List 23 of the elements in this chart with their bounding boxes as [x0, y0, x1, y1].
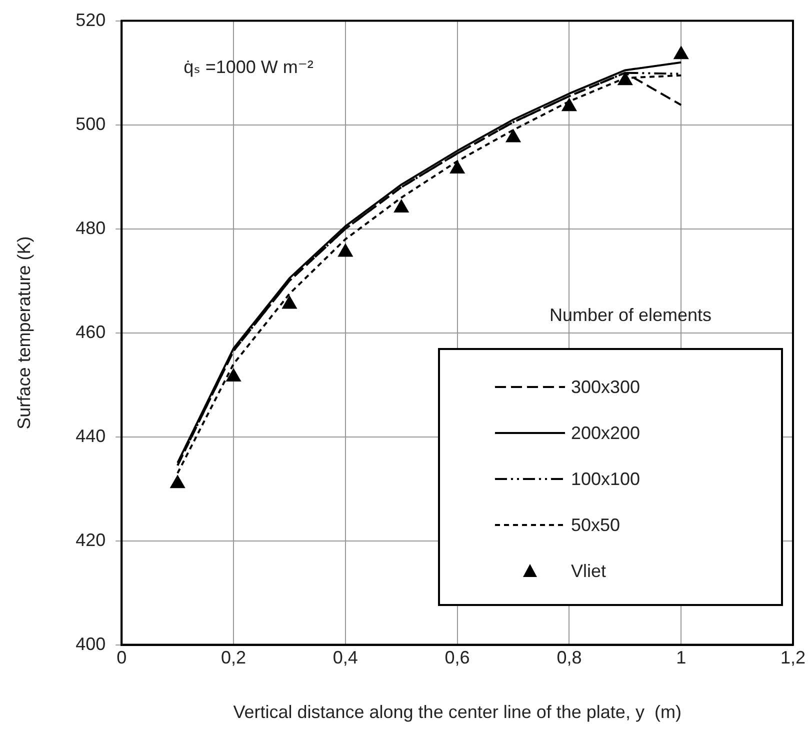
y-axis-title: Surface temperature (K) [14, 236, 34, 430]
legend-title: Number of elements [548, 305, 713, 326]
y-tick-label: 400 [76, 634, 106, 654]
legend-label: Vliet [571, 560, 606, 582]
y-tick-label: 460 [76, 322, 106, 342]
y-tick-label: 440 [76, 426, 106, 446]
legend-label: 50x50 [571, 514, 620, 536]
legend-label: 100x100 [571, 468, 640, 490]
y-tick-label: 480 [76, 218, 106, 238]
legend-label: 200x200 [571, 422, 640, 444]
y-tick-label: 520 [76, 10, 106, 30]
y-tick-label: 420 [76, 530, 106, 550]
x-axis-title: Vertical distance along the center line of the plate, y (m) [233, 702, 682, 722]
x-tick-label: 0,6 [444, 648, 470, 668]
annotation: q̇ₛ =1000 W m⁻² [184, 56, 314, 77]
x-tick-label: 1 [676, 648, 686, 668]
x-tick-label: 0,2 [221, 648, 246, 668]
x-tick-label: 1,2 [780, 648, 806, 668]
x-tick-label: 0 [116, 648, 127, 668]
legend-label: 300x300 [571, 376, 640, 398]
x-tick-label: 0,8 [556, 648, 582, 668]
y-tick-label: 500 [76, 114, 106, 134]
x-tick-label: 0,4 [332, 648, 358, 668]
